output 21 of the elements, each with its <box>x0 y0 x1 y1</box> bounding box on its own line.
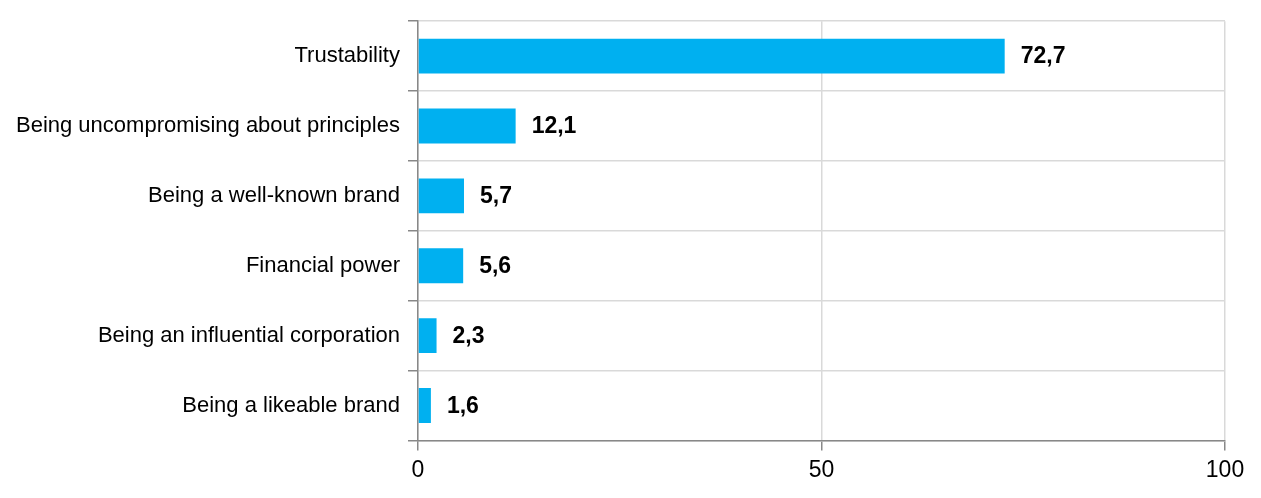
bar <box>418 318 437 354</box>
data-label: 12,1 <box>531 112 577 139</box>
x-tick-label: 100 <box>1205 455 1245 482</box>
y-tick-label: Trustability <box>294 42 400 68</box>
bar <box>418 178 464 214</box>
bar <box>418 248 464 284</box>
y-tick-label: Being a well-known brand <box>148 181 400 207</box>
data-label: 2,3 <box>452 321 485 348</box>
y-tick-label: Being an influential corporation <box>97 321 400 347</box>
x-tick-label: 0 <box>411 455 425 482</box>
bar <box>418 38 1005 74</box>
data-label: 5,7 <box>479 182 512 209</box>
bar <box>418 388 431 423</box>
bar <box>418 108 516 144</box>
data-label: 1,6 <box>446 391 479 418</box>
data-label: 5,6 <box>479 252 512 279</box>
y-tick-label: Financial power <box>245 251 400 277</box>
data-label: 72,7 <box>1020 42 1066 69</box>
y-tick-label: Being uncompromising about principles <box>15 112 400 138</box>
x-tick-label: 50 <box>808 455 835 482</box>
y-tick-label: Being a likeable brand <box>182 391 400 417</box>
